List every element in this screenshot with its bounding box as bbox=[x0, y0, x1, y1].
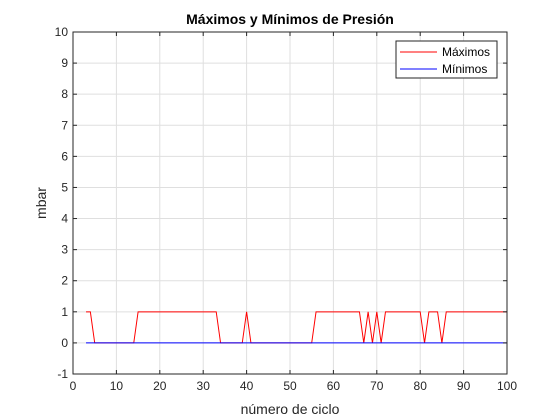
y-tick-label: 5 bbox=[61, 180, 68, 194]
x-tick-label: 70 bbox=[370, 379, 384, 393]
y-tick-label: 0 bbox=[61, 336, 68, 350]
x-tick-label: 0 bbox=[70, 379, 77, 393]
y-tick-label: 8 bbox=[61, 87, 68, 101]
x-tick-label: 80 bbox=[414, 379, 428, 393]
series-group bbox=[86, 311, 507, 344]
chart-title: Máximos y Mínimos de Presión bbox=[186, 11, 394, 27]
y-tick-label: 9 bbox=[61, 56, 68, 70]
x-tick-label: 90 bbox=[457, 379, 471, 393]
x-axis-title: número de ciclo bbox=[241, 401, 340, 417]
legend-box bbox=[395, 40, 498, 79]
x-tick-label: 40 bbox=[240, 379, 254, 393]
x-tick-label: 10 bbox=[110, 379, 124, 393]
legend-label-maximos: Máximos bbox=[442, 45, 490, 59]
x-tick-label: 60 bbox=[327, 379, 341, 393]
y-tick-label: 1 bbox=[61, 305, 68, 319]
y-tick-label: 10 bbox=[55, 25, 69, 39]
y-tick-label: -1 bbox=[57, 367, 68, 381]
legend-label-minimos: Mínimos bbox=[442, 62, 487, 76]
y-tick-label: 4 bbox=[61, 212, 68, 226]
y-axis-title: mbar bbox=[33, 187, 49, 219]
x-tick-label: 20 bbox=[153, 379, 167, 393]
x-tick-label: 50 bbox=[283, 379, 297, 393]
y-tick-label: 6 bbox=[61, 149, 68, 163]
y-tick-label: 2 bbox=[61, 274, 68, 288]
series-line-maximos bbox=[86, 311, 507, 344]
legend: Máximos Mínimos bbox=[395, 40, 498, 79]
x-tick-label: 100 bbox=[497, 379, 517, 393]
y-tick-label: 7 bbox=[61, 118, 68, 132]
x-tick-label: 30 bbox=[197, 379, 211, 393]
y-tick-label: 3 bbox=[61, 243, 68, 257]
